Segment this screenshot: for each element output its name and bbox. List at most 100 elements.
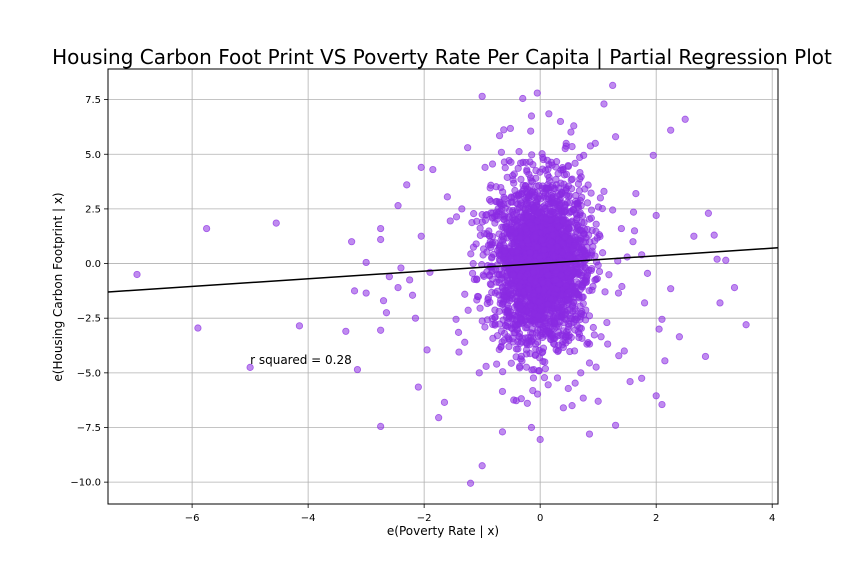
scatter-point [350,287,359,295]
scatter-point [468,269,477,277]
scatter-point [452,315,460,323]
scatter-point [569,206,577,214]
scatter-point [609,81,617,89]
scatter-point [527,127,535,135]
scatter-point [562,170,571,178]
scatter-point [414,383,422,391]
scatter-point [478,462,486,470]
scatter-point [507,158,515,166]
scatter-point [658,315,666,323]
scatter-point [408,291,417,299]
scatter-point [527,177,535,185]
scatter-point [483,248,491,256]
scatter-point [600,187,608,196]
scatter-point [730,283,739,292]
scatter-point [489,209,497,217]
scatter-point [546,324,554,332]
scatter-point [507,225,516,233]
scatter-point [583,271,592,279]
scatter-point [562,142,570,150]
scatter-point [600,100,608,108]
scatter-point [549,339,558,348]
scatter-point [592,363,600,371]
scatter-point [440,398,449,406]
scatter-point [466,479,475,487]
scatter-point [499,188,507,196]
scatter-point [716,299,724,307]
scatter-point [498,211,506,219]
scatter-point [562,310,570,318]
scatter-point [556,117,565,126]
scatter-point [701,352,710,361]
scatter-point [595,267,604,276]
scatter-point [579,299,587,308]
scatter-point [581,316,590,324]
scatter-point [576,153,584,162]
scatter-point [559,404,567,412]
scatter-point [539,348,547,356]
scatter-point [529,161,537,169]
scatter-point [587,266,595,275]
scatter-point [461,290,469,298]
scatter-point [649,151,657,159]
scatter-point [505,342,513,351]
scatter-point [515,148,523,156]
scatter-point [474,293,483,301]
scatter-point [492,278,501,286]
scatter-point [579,231,588,239]
scatter-point [504,282,512,290]
scatter-point [500,158,508,166]
scatter-point [469,260,477,268]
scatter-point [497,342,505,351]
scatter-point [574,264,582,272]
scatter-point [516,197,524,205]
scatter-point [584,338,592,347]
scatter-point [578,193,586,201]
y-tick-label: 0.0 [85,259,101,270]
scatter-point [632,189,640,198]
scatter-point [533,217,541,225]
scatter-point [599,249,607,257]
scatter-point [503,173,511,181]
scatter-point [553,242,561,251]
scatter-point [557,271,565,279]
scatter-point [742,321,750,329]
scatter-point [568,315,576,323]
scatter-point [539,333,547,342]
scatter-point [526,276,535,284]
scatter-point [563,296,572,304]
scatter-point [488,241,496,249]
scatter-point [655,325,663,333]
scatter-point [582,306,590,314]
scatter-point [563,269,572,277]
scatter-point [582,278,591,286]
scatter-point [488,160,497,168]
scatter-point [537,195,545,203]
scatter-point [571,379,579,387]
scatter-point [548,161,556,169]
scatter-point [617,224,625,233]
scatter-point [535,182,543,190]
scatter-point [571,307,579,315]
scatter-point [446,217,454,225]
scatter-point [272,219,280,227]
scatter-point [501,247,509,255]
scatter-point [521,205,529,213]
scatter-point [629,238,637,246]
scatter-point [507,193,515,201]
scatter-point [580,247,588,256]
scatter-point [537,223,545,231]
scatter-point [482,362,490,370]
scatter-point [526,302,535,310]
scatter-point [501,164,509,172]
scatter-point [652,211,660,220]
scatter-point [342,327,350,335]
scatter-point [501,223,510,231]
scatter-point [529,268,537,276]
scatter-point [565,224,573,233]
scatter-point [690,232,698,240]
scatter-point [382,309,391,317]
scatter-point [597,333,605,341]
y-tick-label: 5.0 [85,150,101,161]
scatter-point [473,275,481,283]
